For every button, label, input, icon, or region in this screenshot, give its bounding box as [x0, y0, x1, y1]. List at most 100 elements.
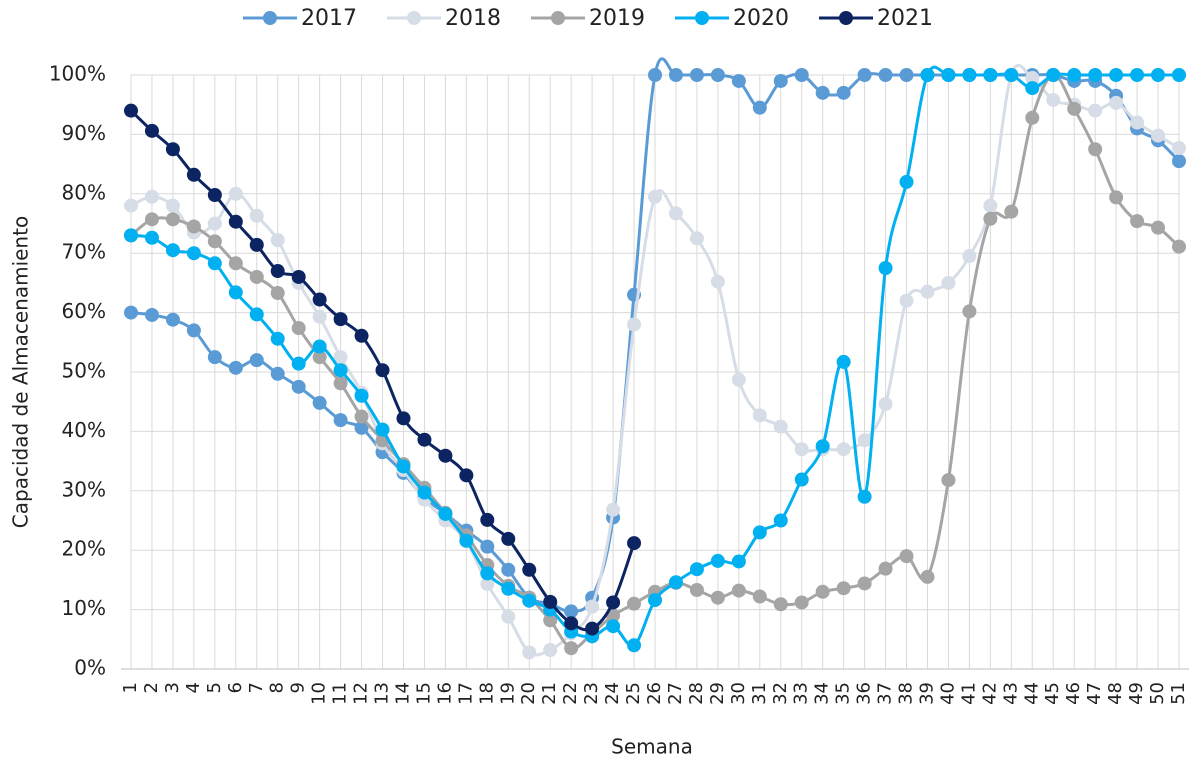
point [249, 237, 264, 252]
point [124, 103, 138, 118]
point [668, 206, 683, 221]
point [627, 536, 642, 551]
point [1151, 128, 1166, 143]
legend-marker [407, 11, 421, 25]
point [501, 562, 516, 577]
point [773, 513, 788, 528]
point [228, 360, 243, 375]
x-tick-label: 11 [330, 682, 351, 705]
point [270, 331, 285, 346]
point [962, 68, 977, 82]
point [836, 581, 851, 596]
point [878, 68, 893, 82]
point [270, 366, 285, 381]
point [501, 531, 516, 546]
point [1109, 190, 1124, 205]
point [249, 353, 264, 368]
y-tick-label: 40% [62, 418, 106, 442]
point [501, 609, 516, 624]
x-tick-label: 14 [392, 682, 413, 705]
point [668, 575, 683, 590]
x-tick-label: 15 [413, 682, 434, 705]
point [836, 85, 851, 100]
point [983, 211, 998, 226]
legend-marker [551, 11, 565, 25]
x-tick-label: 12 [351, 682, 372, 705]
point [564, 616, 579, 631]
point [1151, 68, 1166, 82]
point [878, 261, 893, 276]
x-tick-label: 51 [1168, 682, 1189, 705]
point [333, 312, 348, 327]
point [773, 73, 788, 88]
point [124, 198, 138, 213]
point [689, 231, 704, 246]
x-tick-label: 20 [518, 682, 539, 705]
point [962, 304, 977, 319]
point [354, 409, 369, 424]
legend-marker [263, 11, 277, 25]
point [333, 363, 348, 378]
point [689, 582, 704, 597]
x-tick-label: 6 [225, 682, 246, 693]
point [836, 442, 851, 457]
x-tick-label: 40 [937, 682, 958, 705]
x-tick-label: 41 [958, 682, 979, 705]
point [354, 328, 369, 343]
point [794, 442, 809, 457]
point [165, 212, 180, 227]
point [207, 216, 222, 231]
point [878, 561, 893, 576]
x-tick-label: 2 [141, 682, 162, 693]
point [459, 468, 474, 483]
point [941, 68, 956, 82]
point [585, 621, 600, 636]
x-tick-label: 18 [476, 682, 497, 705]
point [186, 246, 201, 261]
point [186, 323, 201, 338]
x-tick-label: 29 [707, 682, 728, 705]
point [668, 68, 683, 82]
x-tick-label: 46 [1063, 682, 1084, 705]
legend-marker [839, 11, 853, 25]
point [564, 604, 579, 619]
point [941, 473, 956, 488]
point [648, 189, 662, 204]
point [354, 420, 369, 435]
point [752, 100, 767, 115]
point [1172, 141, 1186, 156]
point [207, 350, 222, 365]
x-axis-label: Semana [611, 735, 693, 759]
y-tick-label: 0% [74, 656, 106, 680]
point [962, 249, 977, 264]
point [501, 581, 516, 596]
point [522, 593, 537, 608]
point [815, 439, 830, 454]
x-tick-label: 38 [896, 682, 917, 705]
x-tick-label: 25 [623, 682, 644, 705]
x-tick-label: 8 [267, 682, 288, 693]
x-tick-label: 22 [560, 682, 581, 705]
point [249, 208, 264, 223]
x-tick-label: 13 [372, 682, 393, 705]
x-tick-label: 28 [686, 682, 707, 705]
x-tick-label: 48 [1105, 682, 1126, 705]
point [1025, 110, 1040, 125]
point [333, 413, 348, 428]
point [522, 562, 537, 577]
x-tick-label: 5 [204, 682, 225, 693]
point [710, 68, 725, 82]
x-tick-label: 10 [309, 682, 330, 705]
point [899, 68, 914, 82]
x-tick-label: 7 [246, 682, 267, 693]
point [710, 590, 725, 605]
x-tick-label: 30 [728, 682, 749, 705]
point [941, 275, 956, 290]
y-tick-label: 60% [62, 299, 106, 323]
x-tick-label: 44 [1021, 682, 1042, 705]
point [417, 432, 432, 447]
x-tick-label: 36 [854, 682, 875, 705]
point [522, 645, 537, 660]
x-tick-label: 24 [602, 682, 623, 705]
